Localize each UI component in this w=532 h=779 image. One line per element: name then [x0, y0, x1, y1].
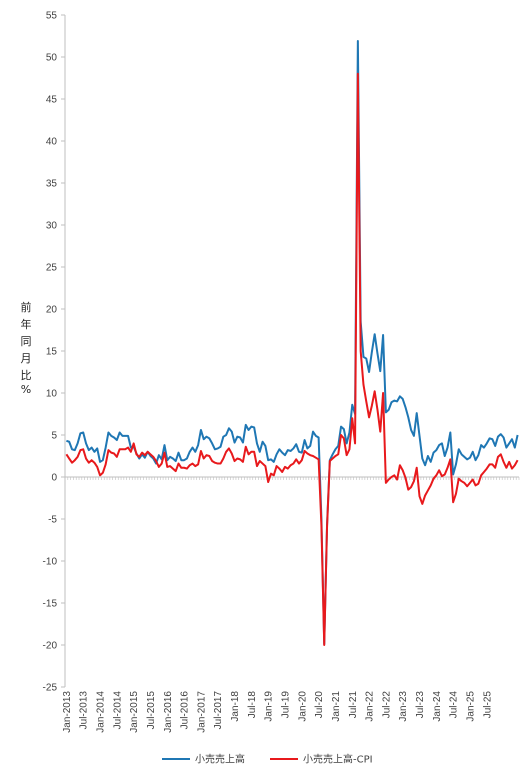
y-tick-label: -25	[43, 683, 58, 694]
y-tick-label: 50	[46, 53, 58, 64]
x-tick-label: Jul-20	[314, 691, 325, 719]
x-tick-label: Jan-21	[331, 691, 342, 722]
y-tick-label: 40	[46, 137, 58, 148]
y-tick-label: -20	[43, 641, 58, 652]
x-tick-label: Jan-2017	[196, 691, 207, 733]
y-axis-label-char: 同	[21, 335, 32, 348]
y-tick-label: 15	[46, 347, 58, 358]
y-tick-label: -5	[48, 515, 57, 526]
x-tick-label: Jul-2016	[180, 691, 191, 730]
y-tick-label: 5	[51, 431, 57, 442]
y-tick-label: 20	[46, 305, 58, 316]
x-tick-label: Jul-21	[348, 691, 359, 719]
x-tick-label: Jul-2014	[112, 691, 123, 730]
x-tick-label: Jan-2014	[96, 691, 107, 733]
y-axis-label-char: 前	[21, 300, 32, 314]
y-tick-label: 25	[46, 263, 58, 274]
legend: 小売売上高 小売売上高-CPI	[162, 753, 373, 766]
y-axis-label-char: 年	[21, 317, 32, 331]
x-tick-label: Jan-2016	[163, 691, 174, 733]
x-tick-label: Jul-23	[415, 691, 426, 719]
x-tick-label: Jul-25	[482, 691, 493, 719]
x-tick-label: Jan-18	[230, 691, 241, 722]
x-tick-label: Jan-25	[465, 691, 476, 722]
y-tick-label: 35	[46, 179, 58, 190]
x-tick-label: Jan-2015	[129, 691, 140, 733]
y-tick-label: 0	[51, 473, 57, 484]
legend-label-1: 小売売上高	[195, 753, 245, 766]
x-tick-label: Jul-22	[381, 691, 392, 719]
x-tick-label: Jan-2013	[62, 691, 73, 733]
y-tick-label: 55	[46, 11, 58, 22]
y-axis-label-char: %	[21, 383, 31, 396]
y-tick-label: -15	[43, 599, 58, 610]
series-line-2	[65, 72, 519, 646]
series-line-1	[66, 40, 519, 646]
x-tick-label: Jul-19	[280, 691, 291, 719]
x-tick-label: Jan-24	[432, 691, 443, 722]
x-tick-label: Jul-24	[449, 691, 460, 719]
y-axis-label-char: 比	[21, 369, 32, 382]
y-axis-label-char: 月	[21, 352, 32, 365]
x-tick-label: Jan-19	[264, 691, 275, 722]
y-tick-label: 30	[46, 221, 58, 232]
y-tick-label: 45	[46, 95, 58, 106]
x-tick-label: Jan-23	[398, 691, 409, 722]
x-tick-label: Jul-2015	[146, 691, 157, 730]
y-tick-label: -10	[43, 557, 58, 568]
x-tick-label: Jul-18	[247, 691, 258, 719]
series-group	[65, 40, 519, 646]
legend-label-2: 小売売上高-CPI	[303, 753, 373, 766]
x-axis: Jan-2013 Jul-2013 Jan-2014 Jul-2014 Jan-2015…	[62, 476, 520, 733]
y-tick-label: 10	[46, 389, 58, 400]
x-tick-label: Jan-22	[365, 691, 376, 722]
x-tick-label: Jul-2013	[79, 691, 90, 730]
x-tick-label: Jul-2017	[213, 691, 224, 730]
x-tick-label: Jan-20	[297, 691, 308, 722]
